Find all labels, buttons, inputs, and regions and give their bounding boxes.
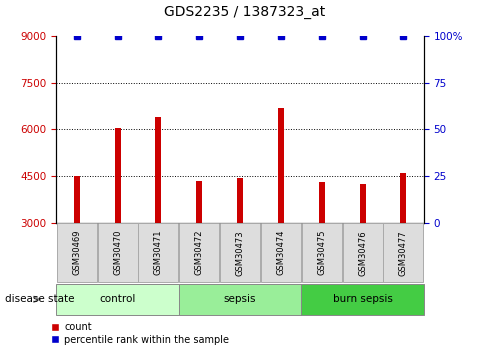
- Bar: [400, 173, 407, 223]
- Text: GSM30473: GSM30473: [236, 230, 245, 276]
- Legend: count, percentile rank within the sample: count, percentile rank within the sample: [51, 322, 229, 345]
- FancyBboxPatch shape: [301, 284, 424, 315]
- FancyBboxPatch shape: [383, 223, 423, 282]
- Text: GSM30476: GSM30476: [358, 230, 367, 276]
- FancyBboxPatch shape: [220, 223, 260, 282]
- FancyBboxPatch shape: [302, 223, 342, 282]
- FancyBboxPatch shape: [98, 223, 138, 282]
- Text: GSM30474: GSM30474: [276, 230, 286, 275]
- Bar: [318, 182, 325, 223]
- Bar: [237, 177, 243, 223]
- Text: burn sepsis: burn sepsis: [333, 294, 392, 304]
- Bar: [74, 176, 80, 223]
- Text: GSM30471: GSM30471: [154, 230, 163, 275]
- Text: GSM30469: GSM30469: [72, 230, 81, 275]
- Bar: [360, 184, 366, 223]
- FancyBboxPatch shape: [138, 223, 178, 282]
- Bar: [155, 117, 162, 223]
- FancyBboxPatch shape: [261, 223, 301, 282]
- Text: GSM30470: GSM30470: [113, 230, 122, 275]
- Text: sepsis: sepsis: [224, 294, 256, 304]
- Text: GDS2235 / 1387323_at: GDS2235 / 1387323_at: [164, 5, 326, 19]
- Text: disease state: disease state: [5, 294, 74, 304]
- FancyBboxPatch shape: [179, 284, 301, 315]
- Bar: [196, 181, 202, 223]
- Text: GSM30472: GSM30472: [195, 230, 204, 275]
- Text: control: control: [99, 294, 136, 304]
- FancyBboxPatch shape: [57, 223, 97, 282]
- FancyBboxPatch shape: [343, 223, 383, 282]
- FancyBboxPatch shape: [179, 223, 219, 282]
- FancyBboxPatch shape: [56, 284, 179, 315]
- Bar: [115, 128, 121, 223]
- Text: GSM30477: GSM30477: [399, 230, 408, 276]
- Text: GSM30475: GSM30475: [317, 230, 326, 275]
- Bar: [278, 108, 284, 223]
